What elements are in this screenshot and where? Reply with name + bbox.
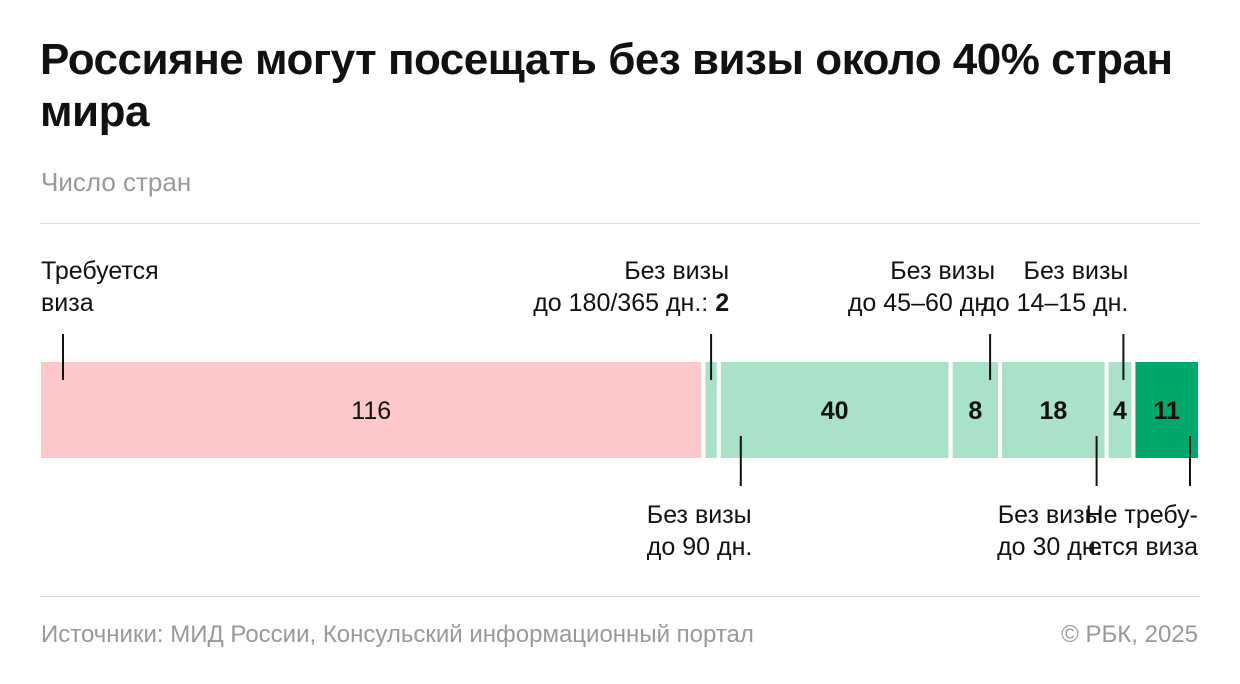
category-label-line: Без визы [647, 501, 752, 529]
category-label-line: до 90 дн. [647, 533, 753, 561]
category-label-line: виза [41, 289, 94, 317]
category-label-line: Не требу- [1086, 501, 1198, 529]
category-label-line: до 45–60 дн. [848, 289, 995, 317]
source-note: Источники: МИД России, Консульский инфор… [41, 621, 754, 648]
category-label-line: Без визы [1024, 257, 1129, 285]
bar-segment-group: 4 Без визы до 14–15 дн. [981, 257, 1132, 458]
bar-segment-group: 11 Не требу-ется виза [1086, 362, 1198, 561]
bar-value-label: 18 [1039, 397, 1067, 425]
bar-value-label: 4 [1113, 397, 1127, 425]
top-divider [40, 223, 1200, 224]
bar-segment-group: Без визы до 180/365 дн.: 2 [533, 257, 729, 458]
bar-segment [1135, 362, 1198, 458]
bar-value-label: 8 [968, 397, 982, 425]
bar-segment-group: 116 Требуется виза [41, 257, 702, 458]
bar-segment [1002, 362, 1105, 458]
bottom-divider [40, 596, 1200, 597]
category-label-line: Без визы [998, 501, 1103, 529]
copyright-note: © РБК, 2025 [1061, 621, 1198, 648]
bar-value-label: 116 [351, 397, 391, 425]
chart-subtitle: Число стран [41, 167, 192, 197]
category-label-line: до 30 дн. [997, 533, 1103, 561]
category-label-line: Без визы [624, 257, 729, 285]
bar-segment [705, 362, 717, 458]
bar-segment-group: 18 Без визы до 30 дн. [997, 362, 1105, 561]
bar-segment [41, 362, 702, 458]
bar-value-label: 11 [1153, 397, 1180, 425]
category-label-line: Требуется [41, 257, 159, 285]
category-label-line: до 180/365 дн.: 2 [533, 289, 729, 317]
inline-value-label: 2 [715, 289, 729, 317]
category-label-line: Без визы [890, 257, 995, 285]
chart-title: Россияне могут посещать без визы около 4… [40, 35, 1173, 136]
bar-segment-group: 8 Без визы до 45–60 дн. [848, 257, 999, 458]
category-label-line: ется виза [1088, 533, 1198, 561]
bar-segment [720, 362, 949, 458]
bar-segment-group: 40 Без визы до 90 дн. [647, 362, 949, 561]
category-label-line: до 14–15 дн. [981, 289, 1128, 317]
bar-value-label: 40 [821, 397, 849, 425]
bar-segment [1108, 362, 1132, 458]
